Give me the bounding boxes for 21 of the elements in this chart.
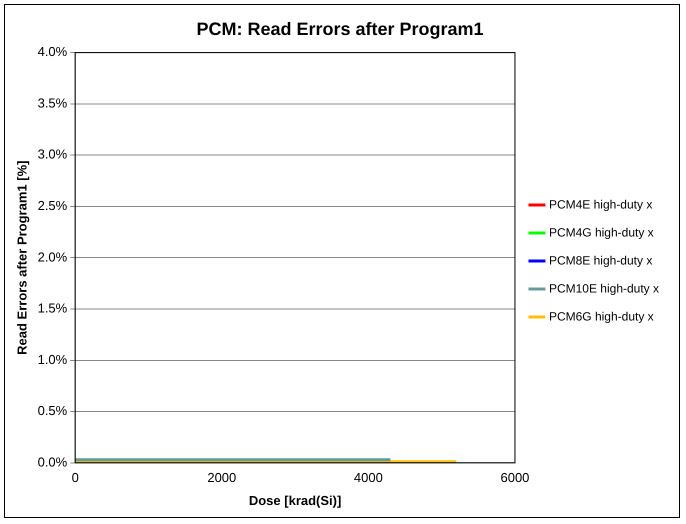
x-tick-label: 4000 — [354, 470, 383, 486]
x-tick-label: 0 — [72, 470, 79, 486]
x-tick-label: 6000 — [500, 470, 530, 486]
legend-label: PCM10E high-duty x — [548, 281, 660, 296]
y-tick-label: 3.0% — [38, 146, 68, 162]
x-tick-label: 2000 — [207, 470, 236, 486]
chart-title: PCM: Read Errors after Program1 — [196, 18, 484, 39]
y-tick-label: 1.5% — [38, 300, 68, 316]
y-tick-label: 1.0% — [38, 352, 68, 367]
legend-label: PCM6G high-duty x — [548, 309, 654, 324]
y-axis-title: Read Errors after Program1 [%] — [14, 160, 30, 355]
legend-label: PCM8E high-duty x — [548, 253, 652, 268]
x-axis-title: Dose [krad(Si)] — [248, 492, 342, 508]
y-tick-label: 4.0% — [38, 44, 68, 60]
y-tick-label: 0.0% — [38, 454, 68, 470]
y-tick-label: 2.0% — [38, 249, 68, 264]
legend-label: PCM4E high-duty x — [548, 197, 652, 212]
y-tick-label: 0.5% — [38, 403, 68, 418]
y-tick-label: 2.5% — [38, 198, 68, 214]
legend-label: PCM4G high-duty x — [548, 225, 654, 240]
y-tick-label: 3.5% — [38, 95, 68, 110]
